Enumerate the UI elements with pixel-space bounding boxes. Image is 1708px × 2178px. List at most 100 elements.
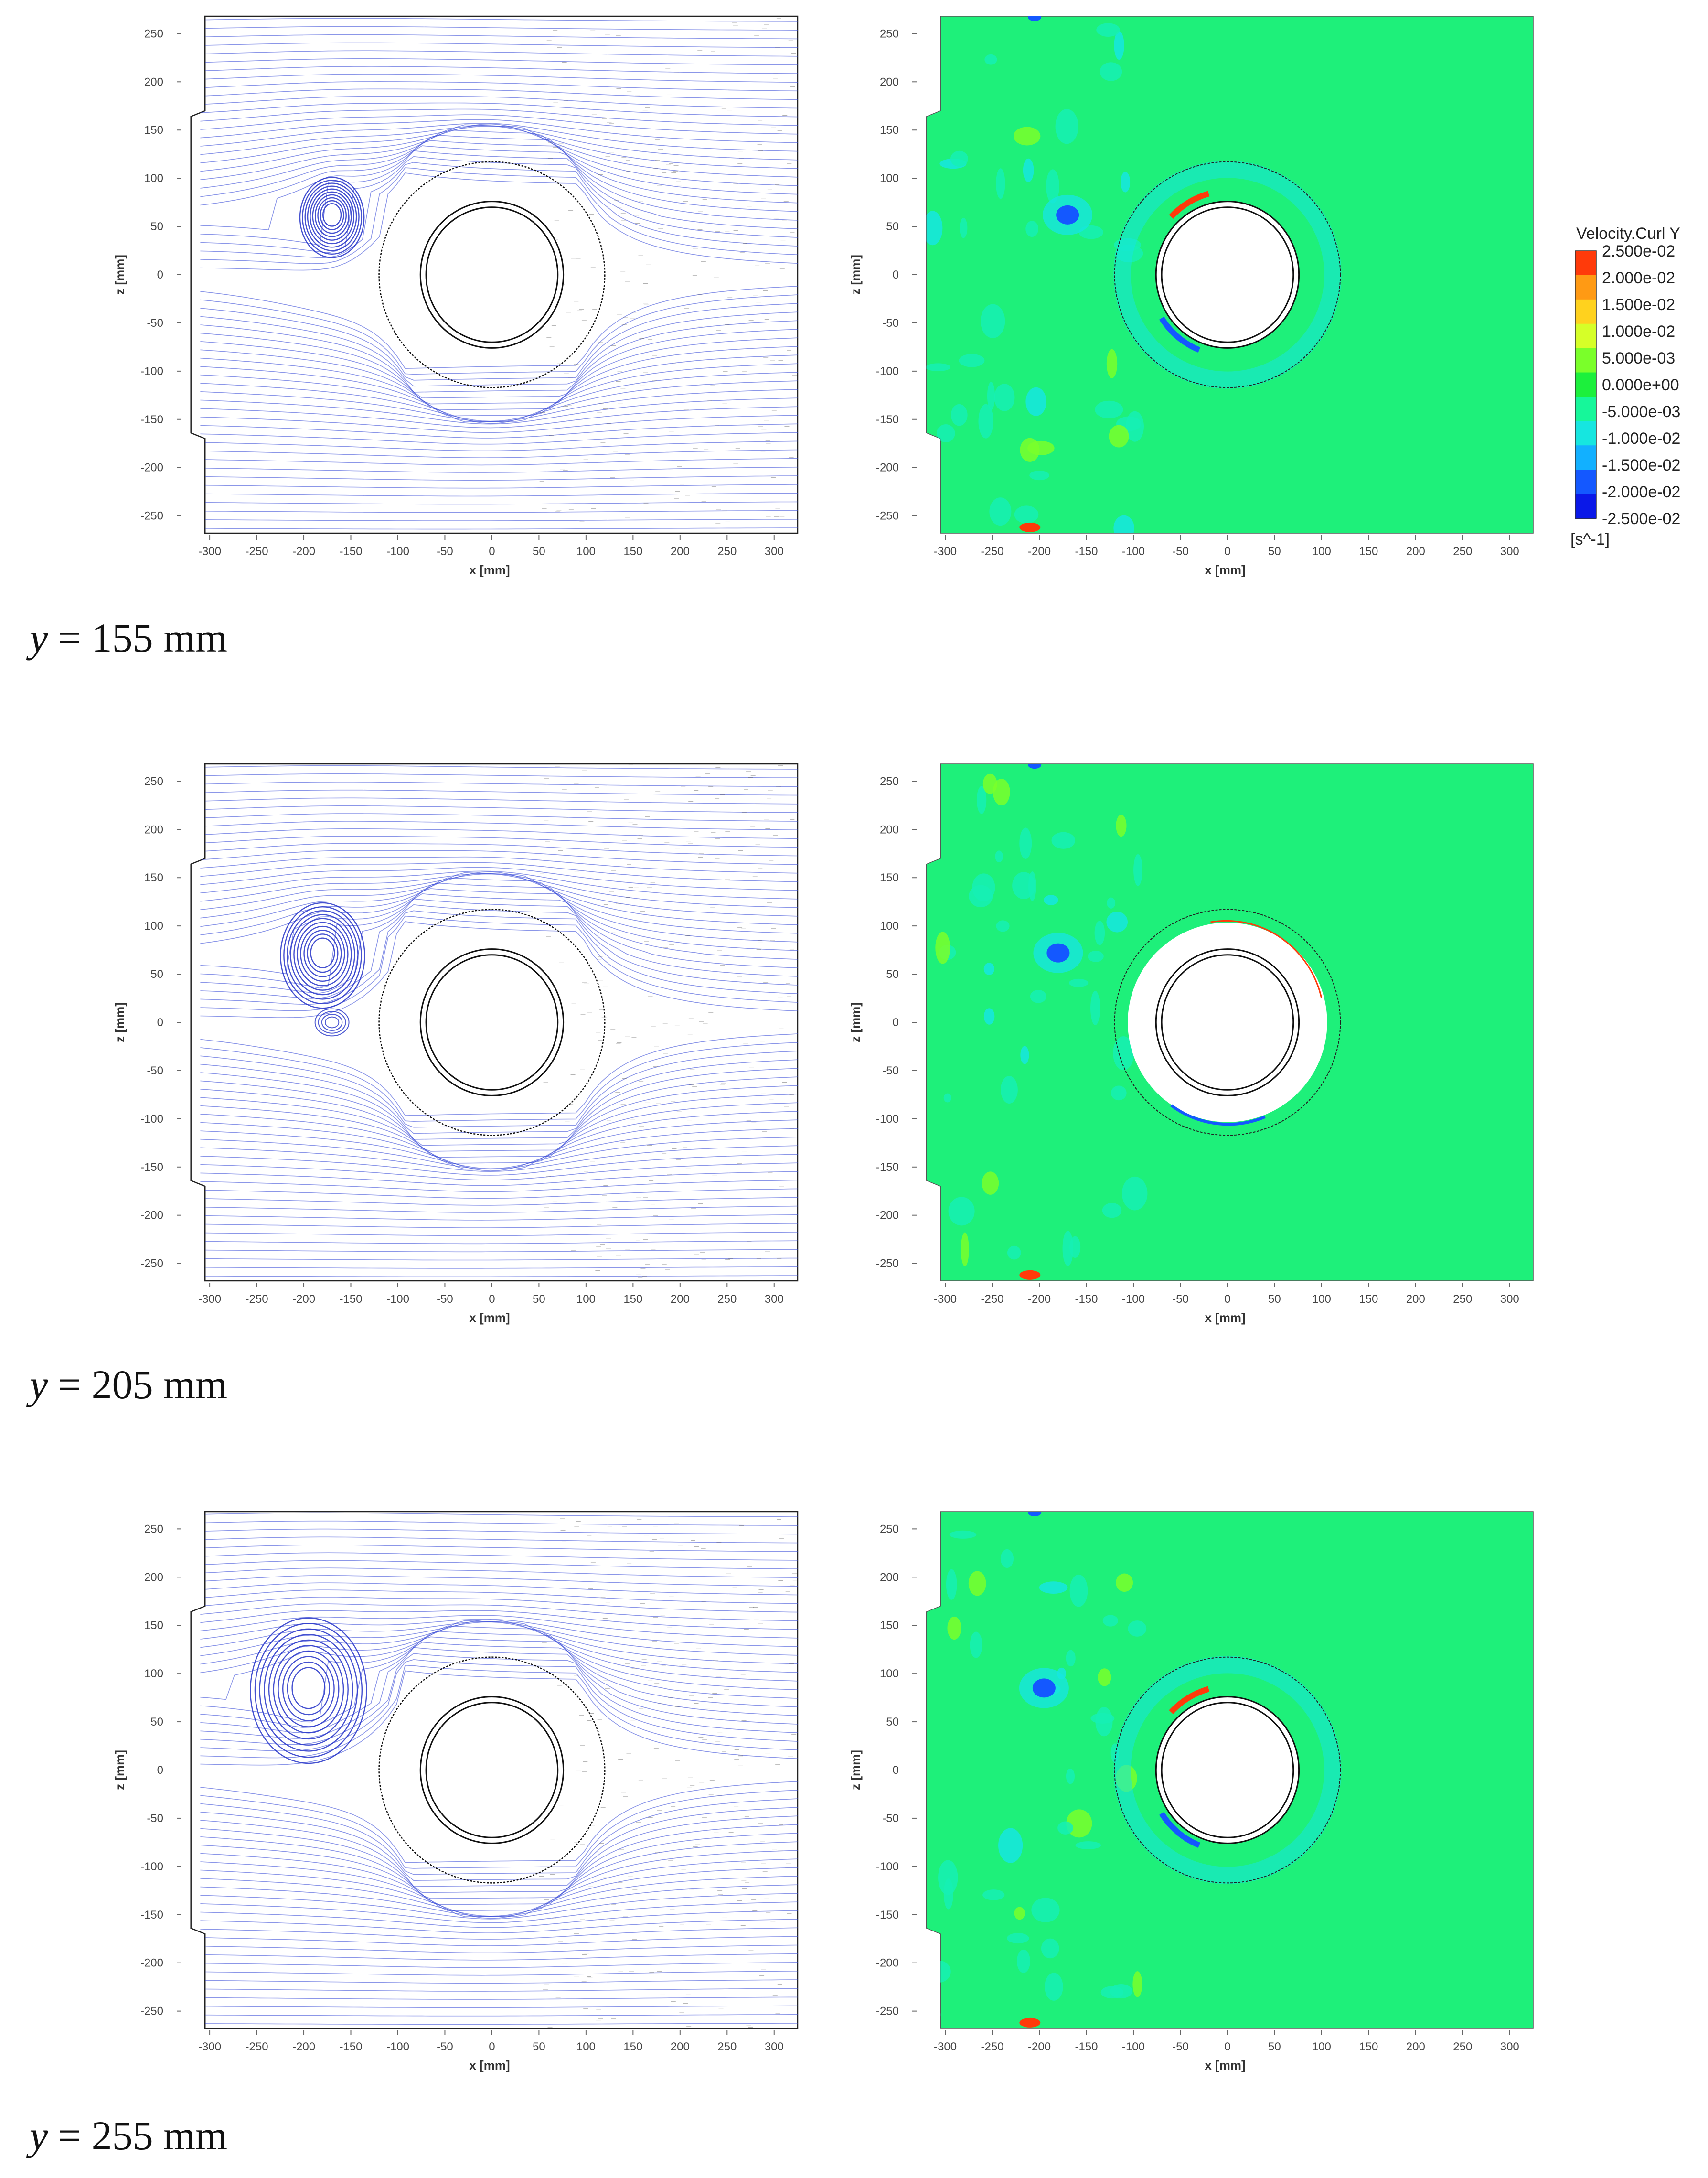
x-tick-label: 0 [1224, 2040, 1230, 2053]
streamline [200, 1936, 798, 1946]
streamline [200, 1625, 798, 1700]
curl-patch [994, 384, 1015, 411]
x-tick-label: 100 [576, 1293, 596, 1306]
streamline [200, 2014, 798, 2017]
x-tick-label: 150 [1359, 545, 1378, 558]
curl-patch [1090, 1713, 1115, 1724]
streamline [200, 1536, 798, 1544]
caption-value-3: = 255 mm [48, 2113, 227, 2158]
streamline [200, 1944, 798, 1953]
z-tick-label: 150 [880, 1619, 899, 1632]
curl-patch [993, 778, 1010, 805]
x-tick-label: -200 [1028, 1293, 1051, 1306]
z-tick-label: -50 [147, 1064, 163, 1077]
streamline [200, 1111, 798, 1170]
curl-patch [1096, 23, 1120, 37]
streamline [200, 856, 798, 874]
curl-patch [1051, 832, 1076, 849]
curl-patch [1111, 1085, 1127, 1101]
z-tick-label: 150 [144, 1619, 163, 1632]
z-tick-label: -150 [876, 1161, 899, 1174]
streamline [200, 1145, 798, 1172]
x-tick-label: 200 [671, 1293, 690, 1306]
curl-patch [970, 1631, 982, 1658]
z-tick-label: 200 [880, 75, 899, 88]
streamline [200, 172, 798, 271]
z-axis-label: z [mm] [113, 255, 127, 295]
x-tick-label: 300 [765, 1293, 784, 1306]
streamline [200, 1953, 798, 1961]
wall-spot [1028, 1512, 1042, 1517]
vortex-core [1056, 205, 1079, 225]
curl-patch [1069, 978, 1089, 987]
curl-patch [1126, 411, 1144, 442]
colorbar-segment [1575, 299, 1596, 324]
streamline [200, 1240, 798, 1245]
x-tick-label: -200 [1028, 2040, 1051, 2053]
secondary-vortex [314, 1008, 350, 1037]
vortex-spiral [259, 1628, 358, 1752]
x-tick-label: -100 [386, 2040, 409, 2053]
curl-patch [1133, 854, 1142, 886]
colorbar-segment [1575, 445, 1596, 471]
vortex-spiral [307, 185, 357, 248]
curl-patch [1057, 1821, 1074, 1835]
x-tick-label: -250 [981, 545, 1004, 558]
x-tick-label: 50 [533, 545, 545, 558]
z-tick-label: 250 [144, 1523, 163, 1535]
z-tick-label: 50 [886, 968, 899, 981]
curl-patch [926, 211, 943, 246]
caption-var-1: y [30, 615, 48, 661]
streamline [200, 156, 798, 253]
vortex-spiral [278, 1650, 340, 1727]
streamline [200, 862, 798, 882]
interface-band [1113, 1656, 1342, 1884]
curl-contour-plot-3: -300 -250 -200 -150 -100 -50 0 50 100 150 200 250 30… [848, 1511, 1534, 2072]
curl-patch [982, 773, 997, 794]
streamline [200, 873, 798, 917]
streamline [200, 1919, 798, 1934]
streamline [200, 58, 798, 65]
streamline [200, 432, 798, 445]
x-tick-label: -150 [339, 545, 362, 558]
x-tick-label: 300 [765, 545, 784, 558]
streamline [200, 1790, 798, 1869]
streamline [200, 1528, 798, 1535]
streamline [200, 1798, 798, 1875]
secondary-vortex [318, 1011, 346, 1034]
streamline [200, 129, 798, 195]
z-axis-label: z [mm] [113, 1002, 127, 1042]
wall-spot [1028, 16, 1042, 21]
streamline [200, 423, 798, 439]
streamline [200, 1042, 798, 1122]
vortex-spiral [287, 910, 359, 1000]
streamline [200, 519, 798, 521]
z-tick-label: -250 [140, 510, 163, 523]
curl-patch [1066, 1809, 1092, 1838]
streamline [200, 510, 798, 513]
curl-patch [930, 2007, 941, 2021]
curl-patch [1019, 827, 1032, 859]
z-tick-label: 100 [144, 920, 163, 933]
curl-patch [1041, 1938, 1059, 1959]
legend-title: Velocity.Curl Y [1576, 225, 1680, 243]
streamline [200, 1833, 798, 1899]
x-tick-label: 300 [1500, 545, 1519, 558]
cylinder-inner [1161, 1702, 1294, 1838]
x-tick-label: 250 [717, 545, 737, 558]
streamline [200, 765, 798, 770]
z-tick-label: -100 [140, 1860, 163, 1873]
x-tick-label: -300 [198, 1293, 221, 1306]
z-tick-label: 200 [144, 75, 163, 88]
streamline [200, 1085, 798, 1152]
curl-patch [987, 382, 995, 410]
x-tick-label: 200 [671, 545, 690, 558]
streamline [200, 475, 798, 481]
streamline [200, 1807, 798, 1881]
x-tick-label: -50 [1172, 545, 1189, 558]
legend-unit: [s^-1] [1570, 530, 1610, 548]
streamline [200, 1858, 798, 1917]
curl-patch [1109, 425, 1129, 448]
streamline [200, 1670, 798, 1766]
vortex-spiral [307, 933, 339, 973]
